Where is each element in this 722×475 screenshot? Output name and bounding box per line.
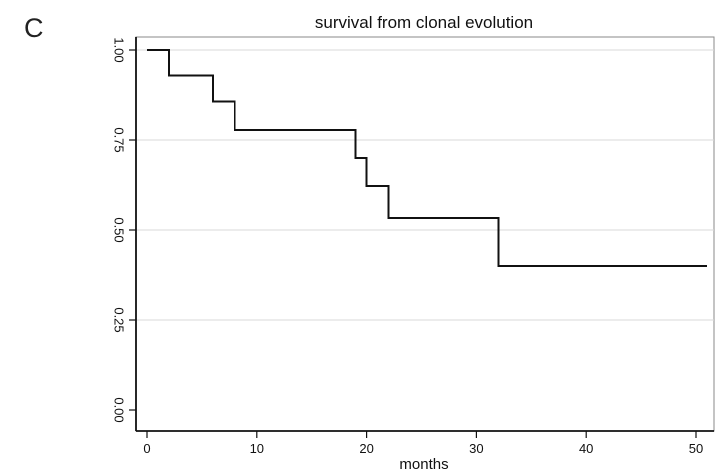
plot-frame [135,36,715,432]
y-tick-label: 0.75 [112,127,127,152]
x-tick-label: 40 [579,441,593,456]
panel-label: C [24,13,44,43]
y-tick-label: 0.25 [112,307,127,332]
chart-title: survival from clonal evolution [315,13,533,32]
tick-labels: 0.00 0.25 0.50 0.75 1.00 0 10 20 30 40 50 [112,37,704,456]
x-tick-label: 50 [689,441,703,456]
y-tick-label: 0.00 [112,397,127,422]
survival-series [147,49,707,267]
grid-lines [136,49,714,321]
survival-step-line [147,49,707,267]
x-tick-label: 20 [359,441,373,456]
y-tick-label: 1.00 [112,37,127,62]
x-axis-label: months [399,456,448,473]
x-tick-label: 10 [250,441,264,456]
x-tick-label: 0 [143,441,150,456]
axes [135,37,714,432]
y-tick-label: 0.50 [112,217,127,242]
tick-marks [129,49,697,438]
x-tick-label: 30 [469,441,483,456]
